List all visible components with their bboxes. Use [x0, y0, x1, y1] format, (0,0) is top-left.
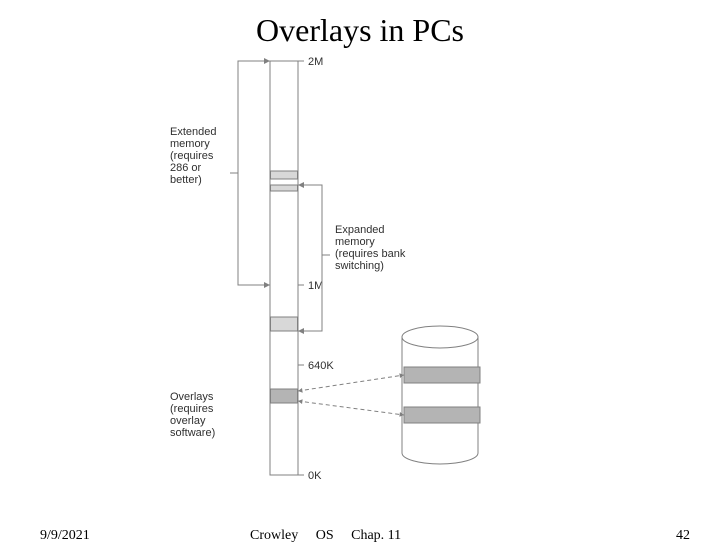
- svg-text:0K: 0K: [308, 470, 322, 482]
- svg-text:Overlays(requiresoverlaysoftwa: Overlays(requiresoverlaysoftware): [170, 391, 215, 439]
- svg-text:Extendedmemory(requires286 orb: Extendedmemory(requires286 orbetter): [170, 126, 216, 186]
- slide-title: Overlays in PCs: [0, 12, 720, 49]
- footer-course: OS: [316, 528, 334, 543]
- memory-diagram: 2M 1M 640K 0K Extendedmemory(requires286 orb…: [0, 55, 720, 485]
- svg-text:Expandedmemory(requires banksw: Expandedmemory(requires bankswitching): [335, 224, 406, 272]
- svg-text:640K: 640K: [308, 360, 334, 372]
- footer-author: Crowley: [250, 528, 298, 543]
- svg-text:1M: 1M: [308, 280, 323, 292]
- footer-page-number: 42: [676, 528, 690, 544]
- footer-chapter: Chap. 11: [351, 528, 401, 543]
- footer-center: Crowley OS Chap. 11: [250, 528, 401, 544]
- svg-text:2M: 2M: [308, 56, 323, 68]
- footer-date: 9/9/2021: [40, 528, 90, 544]
